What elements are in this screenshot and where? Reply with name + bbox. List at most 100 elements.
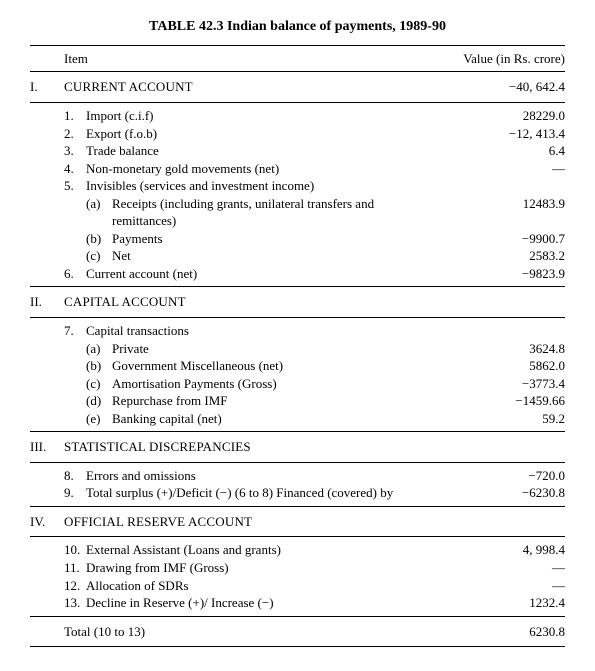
row-text: Government Miscellaneous (net) <box>112 357 283 375</box>
header-item: Item <box>64 50 435 68</box>
row-value: −12, 413.4 <box>435 125 565 143</box>
table-title: TABLE 42.3 Indian balance of payments, 1… <box>30 18 565 37</box>
table-row: 4. Non-monetary gold movements (net) — <box>30 160 565 178</box>
row-text: Total surplus (+)/Deficit (−) (6 to 8) F… <box>86 484 393 502</box>
grand-total-row: Total (10 to 13) 6230.8 <box>30 617 565 647</box>
table-row: 10. External Assistant (Loans and grants… <box>30 541 565 559</box>
section-roman: I. <box>30 78 64 96</box>
row-value: 2583.2 <box>435 247 565 265</box>
row-text: Non-monetary gold movements (net) <box>86 160 279 178</box>
table-row: 2. Export (f.o.b) −12, 413.4 <box>30 125 565 143</box>
row-text: Allocation of SDRs <box>86 577 189 595</box>
row-text: Payments <box>112 230 163 248</box>
row-number: 13. <box>64 594 86 612</box>
row-text: Invisibles (services and investment inco… <box>86 177 314 195</box>
section-capital-account: II. CAPITAL ACCOUNT <box>30 287 565 317</box>
table-row: 3. Trade balance 6.4 <box>30 142 565 160</box>
row-text: Export (f.o.b) <box>86 125 157 143</box>
row-text: Trade balance <box>86 142 159 160</box>
row-number: 8. <box>64 467 86 485</box>
row-value: — <box>435 160 565 178</box>
row-text: Capital transactions <box>86 322 189 340</box>
balance-of-payments-table: TABLE 42.3 Indian balance of payments, 1… <box>0 0 595 671</box>
row-sub: (b) <box>86 357 112 375</box>
section-official-reserve-account: IV. OFFICIAL RESERVE ACCOUNT <box>30 507 565 537</box>
row-text: Banking capital (net) <box>112 410 222 428</box>
row-text: Amortisation Payments (Gross) <box>112 375 277 393</box>
row-value: −6230.8 <box>435 484 565 502</box>
row-number: 2. <box>64 125 86 143</box>
row-value: −9900.7 <box>435 230 565 248</box>
row-number: 6. <box>64 265 86 283</box>
section-III-body: 8. Errors and omissions −720.0 9. Total … <box>30 463 565 506</box>
row-text: Repurchase from IMF <box>112 392 228 410</box>
rule <box>30 646 565 647</box>
table-row: (c) Net 2583.2 <box>30 247 565 265</box>
row-value: −1459.66 <box>435 392 565 410</box>
table-row: 1. Import (c.i.f) 28229.0 <box>30 107 565 125</box>
row-text: Import (c.i.f) <box>86 107 154 125</box>
table-row: 5. Invisibles (services and investment i… <box>30 177 565 195</box>
total-label: Total (10 to 13) <box>64 623 435 641</box>
row-number: 4. <box>64 160 86 178</box>
section-title: STATISTICAL DISCREPANCIES <box>64 438 435 456</box>
row-value: 6.4 <box>435 142 565 160</box>
row-value: −3773.4 <box>435 375 565 393</box>
row-text: Drawing from IMF (Gross) <box>86 559 229 577</box>
row-text: Private <box>112 340 149 358</box>
section-roman: IV. <box>30 513 64 531</box>
table-row: (c) Amortisation Payments (Gross) −3773.… <box>30 375 565 393</box>
table-row: (b) Government Miscellaneous (net) 5862.… <box>30 357 565 375</box>
row-value: 28229.0 <box>435 107 565 125</box>
row-sub: (c) <box>86 375 112 393</box>
table-row: 11. Drawing from IMF (Gross) — <box>30 559 565 577</box>
section-title: CAPITAL ACCOUNT <box>64 293 435 311</box>
row-number: 3. <box>64 142 86 160</box>
row-value: 3624.8 <box>435 340 565 358</box>
row-text: Decline in Reserve (+)/ Increase (−) <box>86 594 274 612</box>
section-roman: II. <box>30 293 64 311</box>
table-row: (d) Repurchase from IMF −1459.66 <box>30 392 565 410</box>
row-text: Receipts (including grants, unilateral t… <box>112 195 427 230</box>
section-current-account: I. CURRENT ACCOUNT −40, 642.4 <box>30 72 565 102</box>
table-row: (e) Banking capital (net) 59.2 <box>30 410 565 428</box>
row-number: 5. <box>64 177 86 195</box>
row-value: — <box>435 577 565 595</box>
row-value: −9823.9 <box>435 265 565 283</box>
section-title: CURRENT ACCOUNT <box>64 78 435 96</box>
row-text: Net <box>112 247 131 265</box>
row-value: 5862.0 <box>435 357 565 375</box>
row-sub: (b) <box>86 230 112 248</box>
header-value: Value (in Rs. crore) <box>435 50 565 68</box>
row-sub: (e) <box>86 410 112 428</box>
row-number: 9. <box>64 484 86 502</box>
section-roman: III. <box>30 438 64 456</box>
table-header-row: Item Value (in Rs. crore) <box>30 46 565 72</box>
row-value: 59.2 <box>435 410 565 428</box>
table-row: (a) Private 3624.8 <box>30 340 565 358</box>
row-number: 10. <box>64 541 86 559</box>
row-text: Current account (net) <box>86 265 197 283</box>
table-row: (b) Payments −9900.7 <box>30 230 565 248</box>
total-value: 6230.8 <box>435 623 565 641</box>
section-title: OFFICIAL RESERVE ACCOUNT <box>64 513 435 531</box>
row-value: 1232.4 <box>435 594 565 612</box>
table-row: 7. Capital transactions <box>30 322 565 340</box>
row-value: — <box>435 559 565 577</box>
table-row: (a) Receipts (including grants, unilater… <box>30 195 565 230</box>
section-value: −40, 642.4 <box>435 78 565 96</box>
row-value: 12483.9 <box>435 195 565 213</box>
row-value: 4, 998.4 <box>435 541 565 559</box>
row-sub: (a) <box>86 340 112 358</box>
section-I-body: 1. Import (c.i.f) 28229.0 2. Export (f.o… <box>30 103 565 286</box>
table-row: 13. Decline in Reserve (+)/ Increase (−)… <box>30 594 565 612</box>
table-row: 12. Allocation of SDRs — <box>30 577 565 595</box>
section-II-body: 7. Capital transactions (a) Private 3624… <box>30 318 565 431</box>
row-sub: (a) <box>86 195 112 230</box>
table-row: 9. Total surplus (+)/Deficit (−) (6 to 8… <box>30 484 565 502</box>
row-sub: (c) <box>86 247 112 265</box>
row-text: Errors and omissions <box>86 467 196 485</box>
table-row: 8. Errors and omissions −720.0 <box>30 467 565 485</box>
row-text: External Assistant (Loans and grants) <box>86 541 281 559</box>
row-number: 12. <box>64 577 86 595</box>
